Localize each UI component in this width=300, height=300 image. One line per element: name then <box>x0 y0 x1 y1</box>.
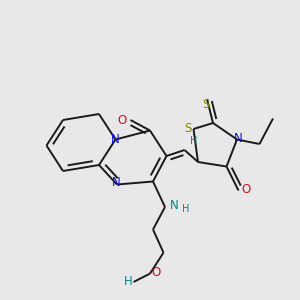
Text: S: S <box>184 122 192 135</box>
Text: O: O <box>117 113 126 127</box>
Text: N: N <box>112 176 121 190</box>
Text: H: H <box>124 274 133 288</box>
Text: N: N <box>234 132 243 145</box>
Text: O: O <box>242 183 250 196</box>
Text: N: N <box>111 133 120 146</box>
Text: H: H <box>190 136 198 146</box>
Text: S: S <box>203 98 210 111</box>
Text: H: H <box>182 204 189 214</box>
Text: O: O <box>152 266 160 279</box>
Text: N: N <box>170 199 179 212</box>
